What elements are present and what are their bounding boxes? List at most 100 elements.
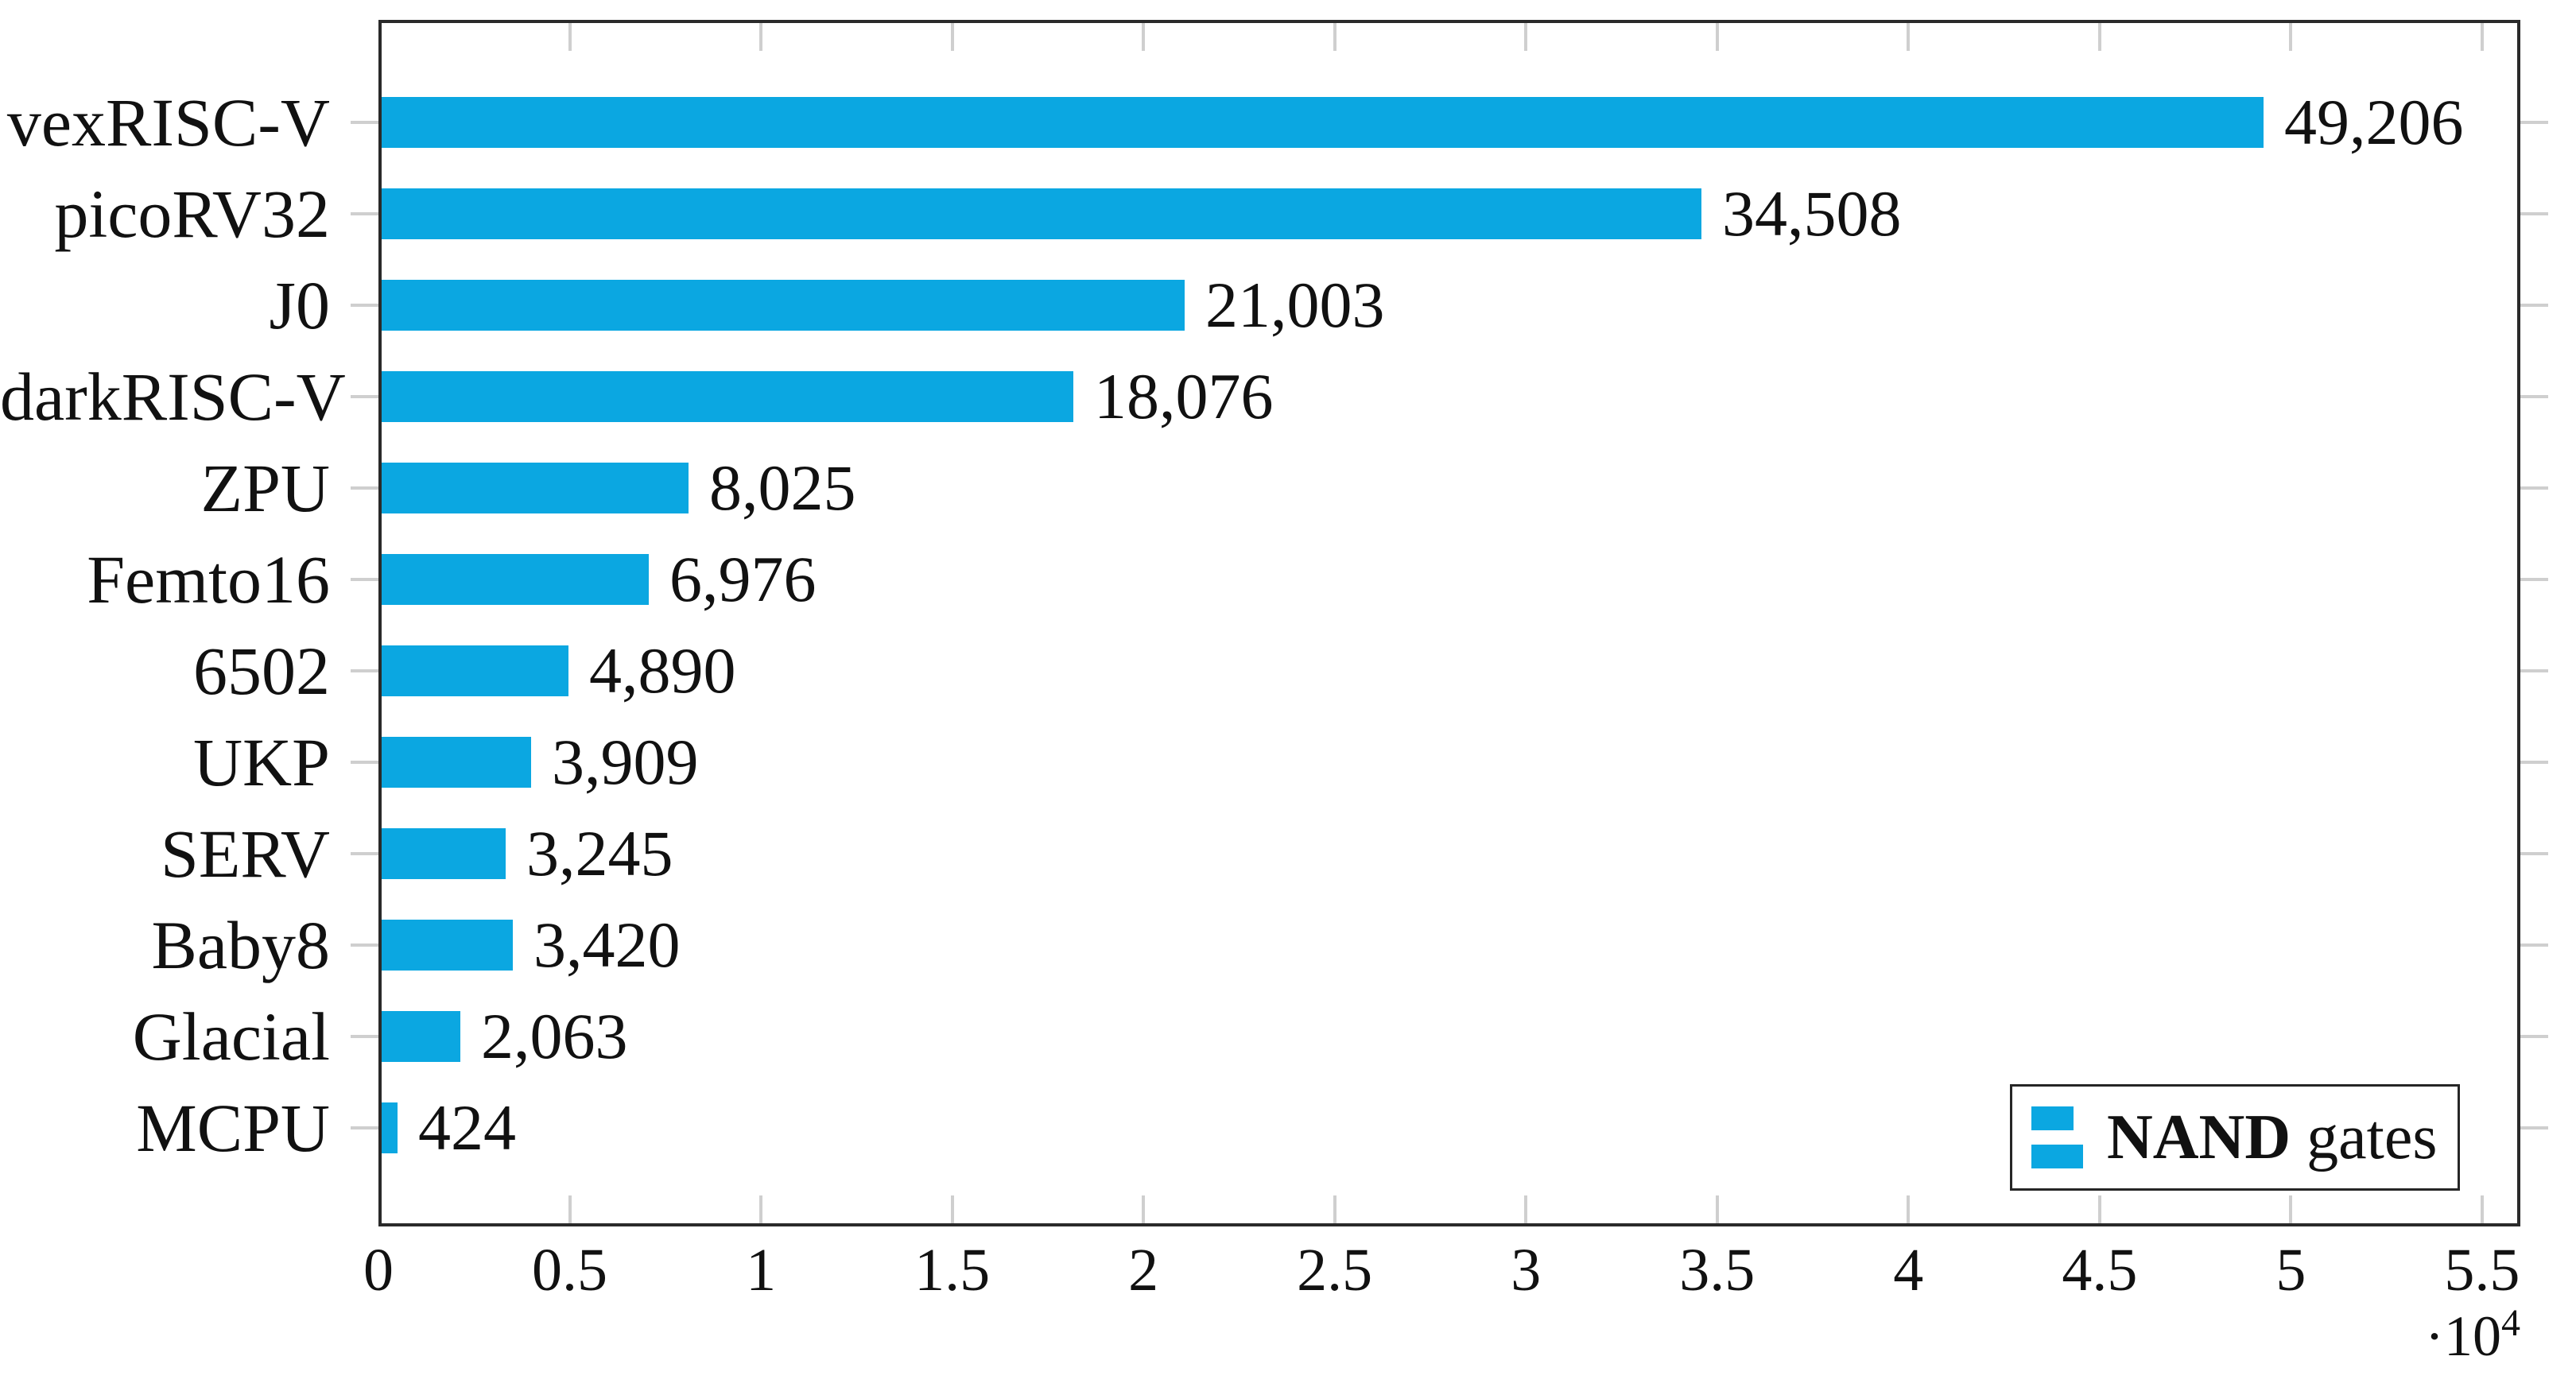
legend-swatch-top [2031,1106,2074,1130]
bar-Glacial [382,1011,460,1062]
y-tick-mark-right [2520,1126,2548,1129]
category-label: darkRISC-V [0,358,346,435]
x-tick-mark-top [2097,23,2101,51]
y-tick-mark-right [2520,578,2548,581]
y-tick-mark-left [351,1126,378,1129]
bar-SERV [382,828,506,879]
x-tick-label: 5.5 [2444,1237,2520,1304]
category-label: ZPU [200,450,330,526]
x-tick-mark-bottom [1142,1195,1146,1223]
x-tick-mark-top [1524,23,1528,51]
value-label: 3,245 [526,817,673,889]
y-tick-mark-right [2520,121,2548,124]
x-tick-mark-bottom [2289,1195,2293,1223]
category-label: SERV [161,816,330,892]
x-tick-mark-top [1142,23,1146,51]
x-tick-mark-bottom [950,1195,954,1223]
legend-bar-swatch-icon [2031,1106,2083,1168]
value-label: 49,206 [2284,86,2464,158]
y-tick-mark-left [351,395,378,398]
x-tick-label: 1 [746,1237,777,1304]
bar-ZPU [382,463,689,513]
y-tick-mark-right [2520,761,2548,764]
category-label: Baby8 [151,907,330,983]
category-label: UKP [192,724,330,800]
y-tick-mark-left [351,578,378,581]
bar-picoRV32 [382,188,1701,239]
y-tick-mark-left [351,304,378,307]
bar-darkRISC-V [382,371,1073,422]
x-tick-label: 2 [1128,1237,1159,1304]
bar-vexRISC-V [382,97,2264,148]
category-label: MCPU [136,1090,330,1166]
category-label: picoRV32 [54,176,330,252]
y-tick-mark-right [2520,395,2548,398]
x-tick-label: 1.5 [914,1237,991,1304]
bar-UKP [382,737,531,788]
value-label: 21,003 [1205,269,1385,341]
value-label: 18,076 [1094,360,1274,432]
x-tick-label: 0 [363,1237,394,1304]
x-tick-label: 3.5 [1679,1237,1755,1304]
y-tick-mark-left [351,943,378,947]
x-tick-mark-top [950,23,954,51]
y-tick-mark-left [351,852,378,855]
y-tick-mark-left [351,486,378,490]
bar-6502 [382,645,568,696]
category-label: Glacial [132,998,330,1075]
value-label: 424 [418,1091,516,1164]
bar-MCPU [382,1102,398,1153]
x-tick-label: 4.5 [2062,1237,2138,1304]
category-label: 6502 [193,633,330,709]
value-label: 3,909 [552,726,699,798]
x-axis-multiplier: ·104 [2425,1302,2520,1368]
bar-Baby8 [382,920,513,971]
y-tick-mark-right [2520,669,2548,672]
x-tick-mark-top [2289,23,2293,51]
y-tick-mark-left [351,761,378,764]
category-label: Femto16 [87,541,330,618]
value-label: 3,420 [533,909,681,981]
y-tick-mark-right [2520,304,2548,307]
value-label: 4,890 [589,634,736,707]
y-tick-mark-left [351,669,378,672]
bar-Femto16 [382,554,649,605]
multiplier-exponent: 4 [2501,1302,2520,1344]
y-tick-mark-right [2520,852,2548,855]
category-label: vexRISC-V [6,84,330,161]
x-tick-mark-bottom [1715,1195,1719,1223]
x-tick-label: 5 [2275,1237,2306,1304]
legend-label: NAND gates [2107,1106,2437,1169]
y-tick-mark-left [351,1035,378,1038]
x-tick-mark-bottom [2480,1195,2484,1223]
multiplier-base: ·10 [2425,1304,2501,1368]
legend-label-bold: NAND [2107,1102,2291,1172]
x-tick-mark-top [1907,23,1911,51]
category-label: J0 [269,267,330,343]
y-tick-mark-left [351,121,378,124]
value-label: 6,976 [669,543,817,615]
x-tick-mark-bottom [1524,1195,1528,1223]
x-tick-mark-bottom [2097,1195,2101,1223]
y-tick-mark-right [2520,1035,2548,1038]
x-tick-mark-top [1333,23,1336,51]
x-tick-label: 2.5 [1297,1237,1373,1304]
x-tick-mark-bottom [1333,1195,1336,1223]
value-label: 34,508 [1722,177,1902,250]
x-tick-label: 4 [1893,1237,1924,1304]
x-tick-mark-top [2480,23,2484,51]
bar-J0 [382,280,1185,331]
x-tick-mark-bottom [759,1195,763,1223]
x-tick-label: 3 [1511,1237,1542,1304]
y-tick-mark-right [2520,212,2548,215]
x-tick-mark-top [759,23,763,51]
y-tick-mark-right [2520,486,2548,490]
x-tick-mark-top [568,23,572,51]
value-label: 8,025 [709,451,856,524]
y-tick-mark-left [351,212,378,215]
legend-label-regular: gates [2291,1102,2438,1172]
x-tick-mark-top [1715,23,1719,51]
legend: NAND gates [2010,1084,2460,1191]
x-tick-label: 0.5 [532,1237,608,1304]
